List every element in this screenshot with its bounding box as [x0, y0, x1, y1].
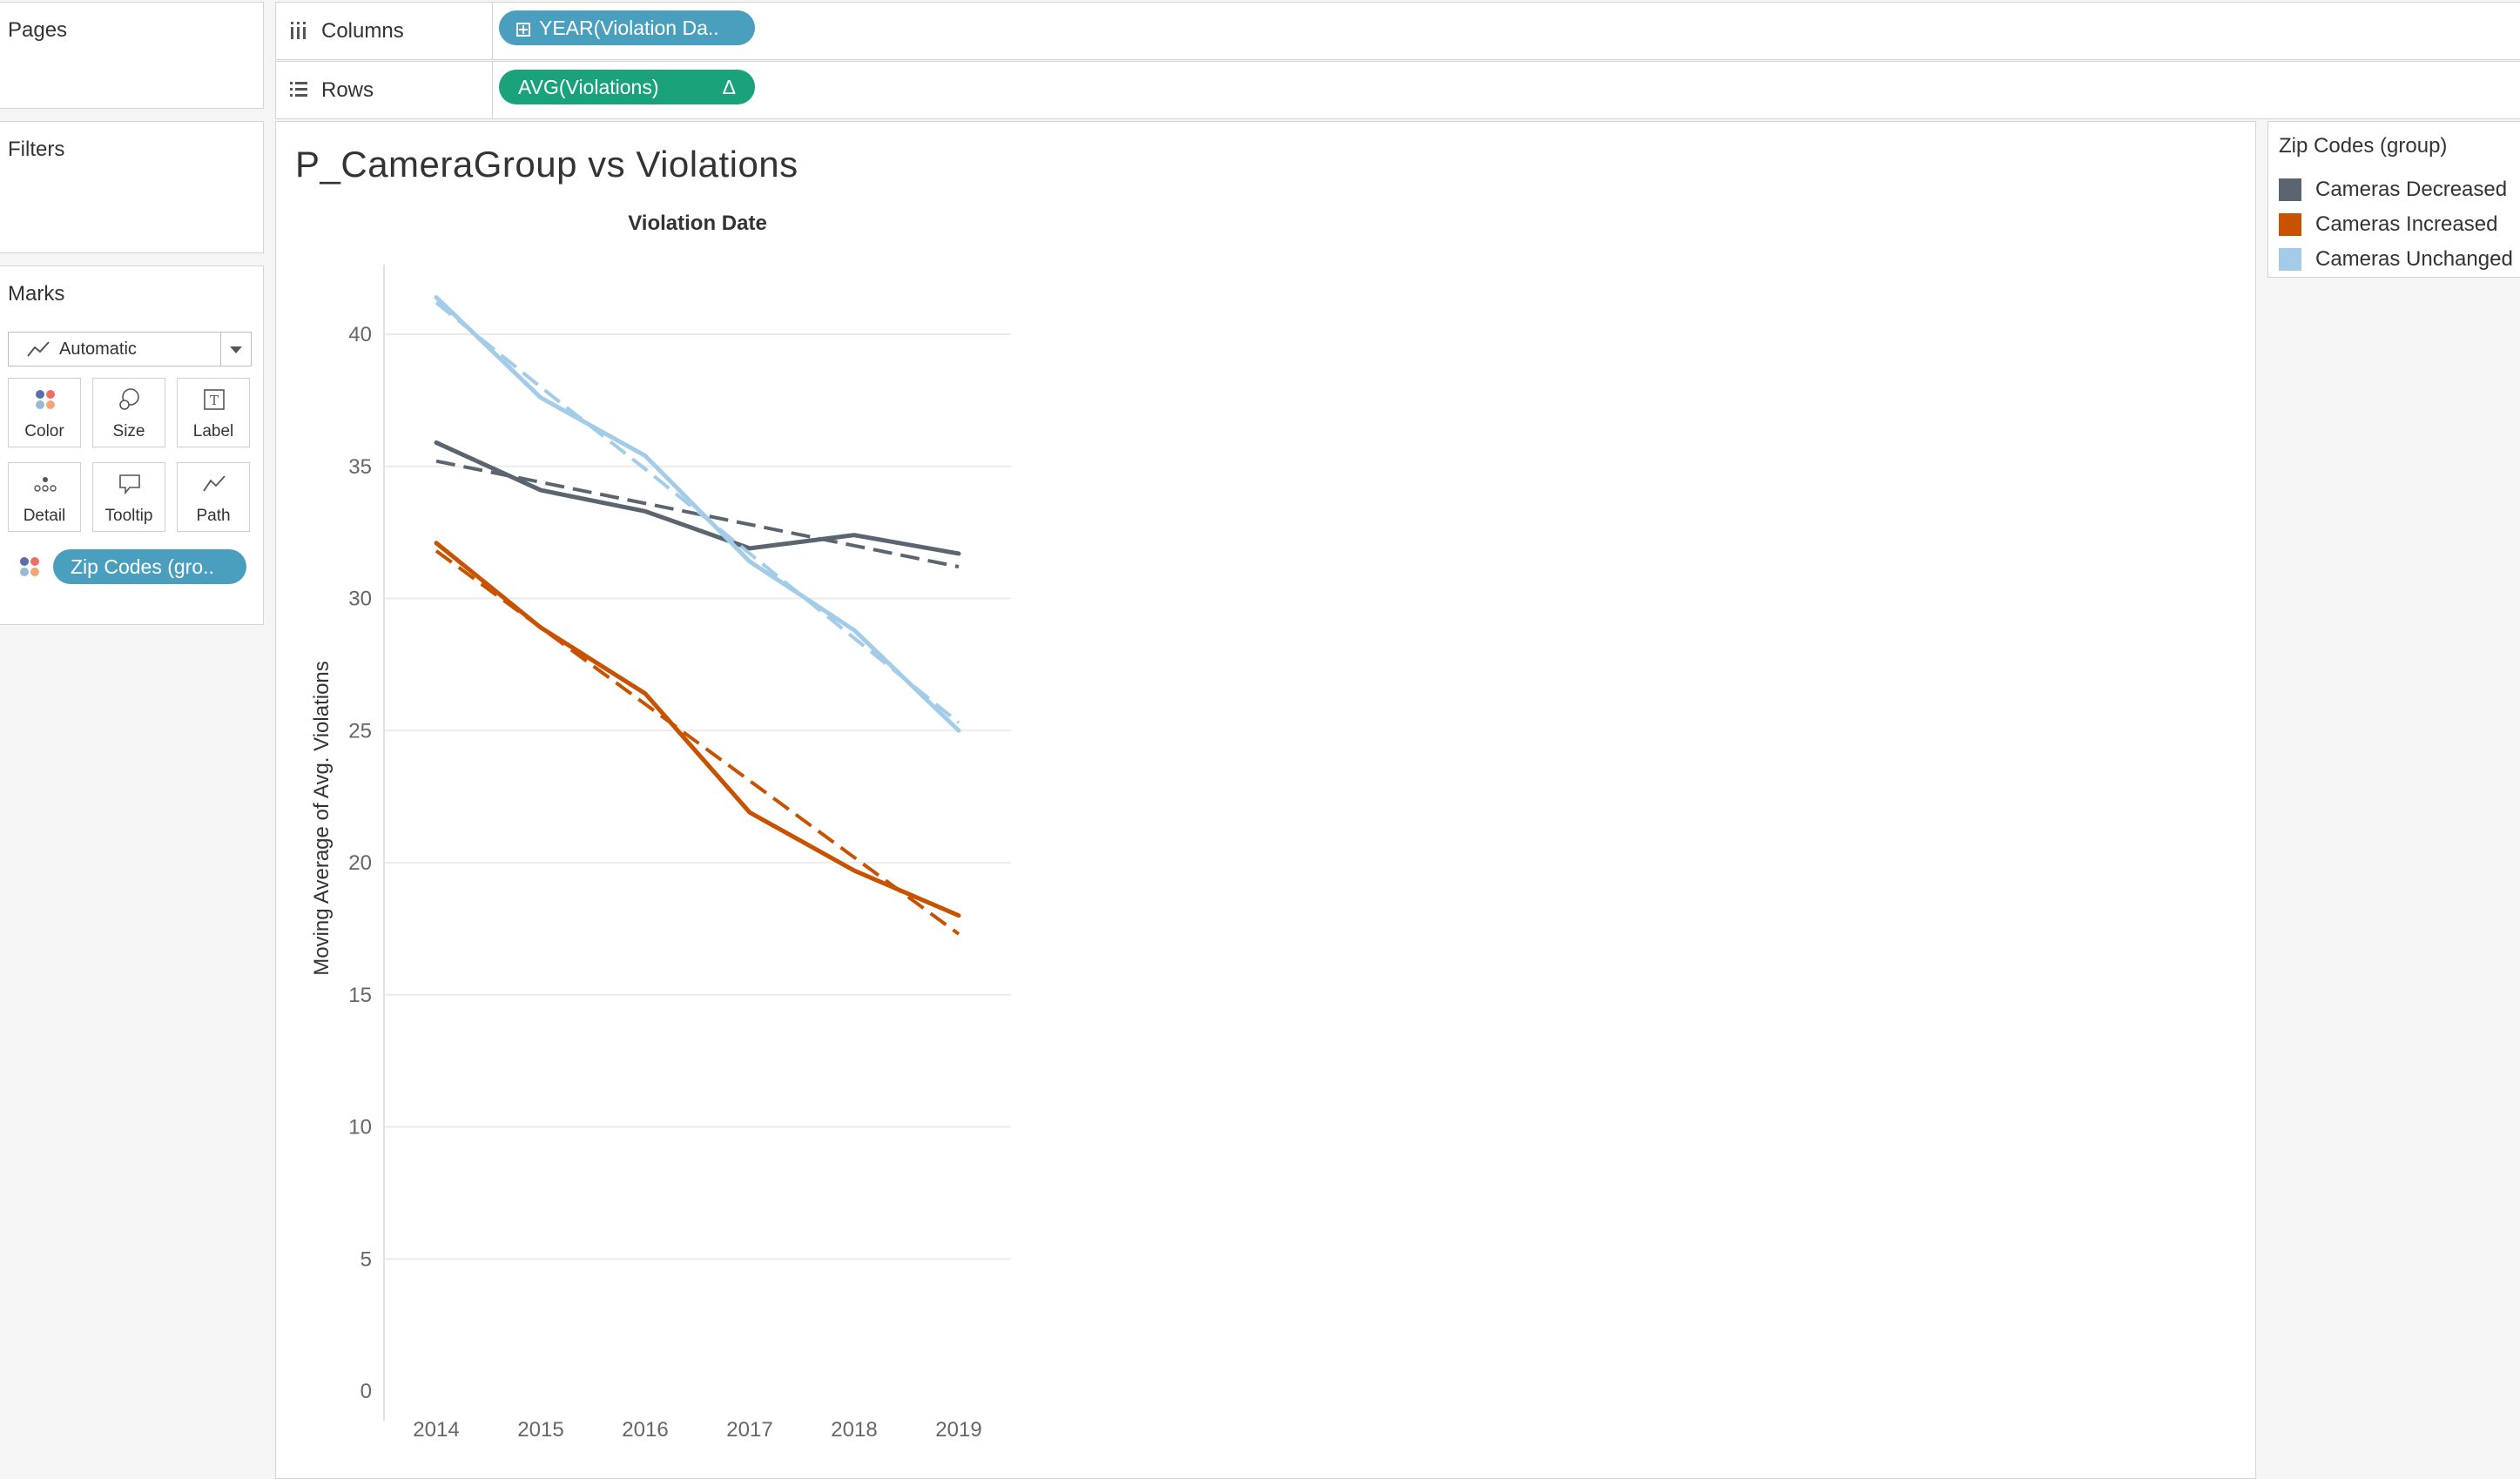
year-violation-date-pill[interactable]: YEAR(Violation Da.. — [499, 10, 755, 45]
chevron-down-icon[interactable] — [230, 346, 242, 353]
filters-title: Filters — [8, 138, 65, 161]
rows-shelf-header: Rows — [276, 62, 493, 118]
y-tick-label: 10 — [348, 1116, 372, 1140]
trend-line-cameras-increased — [435, 549, 960, 936]
legend-title: Zip Codes (group) — [2279, 134, 2448, 158]
chart-title: P_CameraGroup vs Violations — [295, 144, 798, 185]
tooltip-bubble-icon — [119, 474, 140, 495]
mark-type-dropdown[interactable]: Automatic — [8, 332, 252, 366]
pages-title: Pages — [8, 18, 68, 42]
svg-text:T: T — [210, 393, 219, 408]
legend-card[interactable]: Zip Codes (group) Cameras Decreased Came… — [2267, 121, 2520, 278]
trend-line-cameras-decreased — [435, 459, 960, 569]
series-line-cameras-unchanged[interactable] — [434, 295, 961, 733]
y-tick-label: 40 — [348, 323, 372, 346]
legend-label: Cameras Unchanged — [2315, 247, 2513, 271]
year-pill-label: YEAR(Violation Da.. — [539, 17, 719, 39]
y-tick-label: 35 — [348, 455, 372, 479]
zip-codes-pill-label: Zip Codes (gro.. — [71, 555, 214, 578]
x-tick-label: 2015 — [517, 1418, 563, 1442]
x-tick-label: 2016 — [622, 1418, 668, 1442]
x-tick-label: 2018 — [831, 1418, 877, 1442]
detail-dots-icon — [34, 477, 57, 492]
columns-shelf-header: Columns — [276, 3, 493, 59]
path-button[interactable]: Path — [177, 462, 250, 532]
legend-label: Cameras Decreased — [2315, 178, 2508, 201]
x-tick-label: 2019 — [935, 1418, 981, 1442]
tooltip-button[interactable]: Tooltip — [92, 462, 165, 532]
table-calc-delta-icon: Δ — [722, 76, 736, 98]
color-button-label: Color — [24, 422, 64, 440]
size-button[interactable]: Size — [92, 378, 165, 447]
columns-label: Columns — [321, 19, 404, 43]
y-tick-label: 5 — [360, 1247, 372, 1271]
color-encoding-icon — [20, 557, 39, 576]
legend-swatch — [2279, 213, 2301, 236]
path-line-icon — [203, 475, 226, 492]
legend-swatch — [2279, 248, 2301, 271]
view-card[interactable]: P_CameraGroup vs Violations 0 5 10 15 20 25 30… — [275, 121, 2256, 1479]
marks-title: Marks — [8, 282, 65, 306]
detail-button-label: Detail — [23, 507, 66, 525]
columns-shelf[interactable]: Columns YEAR(Violation Da.. — [275, 2, 2520, 60]
series-line-cameras-increased[interactable] — [434, 541, 961, 918]
rows-shelf[interactable]: Rows AVG(Violations) Δ — [275, 61, 2520, 119]
rows-icon — [290, 82, 307, 97]
y-tick-label: 0 — [360, 1380, 372, 1403]
legend-swatch — [2279, 178, 2301, 201]
expand-plus-icon[interactable] — [516, 23, 530, 37]
rows-label: Rows — [321, 78, 374, 102]
avg-violations-pill[interactable]: AVG(Violations) Δ — [499, 70, 755, 104]
label-button-label: Label — [192, 422, 234, 440]
marks-card: Marks Automatic Color Size T Label — [0, 266, 264, 625]
avg-violations-pill-label: AVG(Violations) — [518, 76, 659, 98]
trend-line-cameras-unchanged — [435, 301, 960, 724]
filters-card[interactable]: Filters — [0, 121, 264, 253]
size-circles-icon — [119, 388, 139, 410]
x-tick-label: 2014 — [413, 1418, 459, 1442]
label-button[interactable]: T Label — [177, 378, 250, 447]
path-button-label: Path — [196, 507, 231, 525]
x-tick-label: 2017 — [726, 1418, 772, 1442]
series-line-cameras-decreased[interactable] — [434, 440, 961, 556]
color-dots-icon — [36, 390, 55, 409]
dropdown-divider — [220, 333, 221, 366]
pages-card[interactable]: Pages — [0, 2, 264, 109]
size-button-label: Size — [112, 422, 145, 440]
y-tick-label: 15 — [348, 984, 372, 1007]
mark-type-label: Automatic — [59, 339, 137, 359]
zip-codes-color-pill[interactable]: Zip Codes (gro.. — [53, 549, 246, 584]
color-button[interactable]: Color — [8, 378, 81, 447]
y-tick-label: 20 — [348, 851, 372, 875]
legend-label: Cameras Increased — [2315, 212, 2498, 236]
line-chart[interactable]: 0 5 10 15 20 25 30 35 40 2014 2015 2016 2017 2018 2019… — [276, 122, 2255, 1458]
x-axis-title: Violation Date — [628, 212, 767, 235]
y-axis-title: Moving Average of Avg. Violations — [310, 661, 334, 976]
tooltip-button-label: Tooltip — [104, 507, 153, 525]
detail-button[interactable]: Detail — [8, 462, 81, 532]
y-tick-label: 25 — [348, 719, 372, 743]
label-text-icon: T — [204, 389, 225, 410]
line-chart-icon — [27, 341, 50, 357]
columns-icon — [291, 22, 306, 39]
y-tick-label: 30 — [348, 588, 372, 611]
